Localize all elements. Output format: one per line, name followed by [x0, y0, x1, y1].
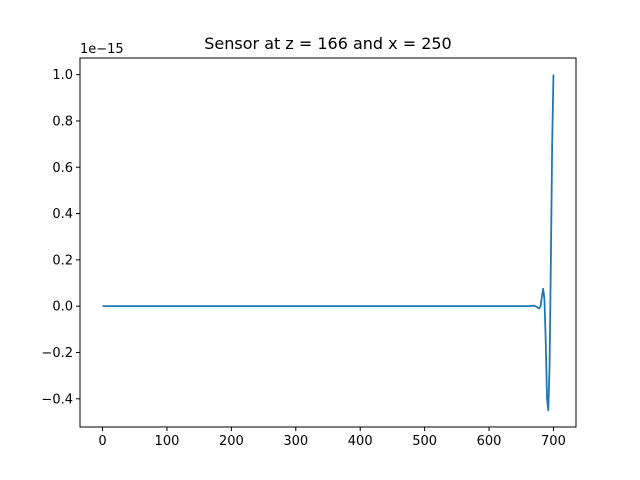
- y-tick-label: 0.2: [52, 253, 73, 268]
- plot-area: 0 100 200 300 400 500 600 700 −0.4 −0.2 0.0 0.2 0.4 0…: [41, 57, 577, 449]
- x-tick-label: 500: [412, 434, 437, 449]
- y-tick-label: 0.6: [52, 161, 73, 176]
- y-tick-label: 1.0: [52, 68, 73, 83]
- chart-title: Sensor at z = 166 and x = 250: [204, 34, 451, 53]
- x-tick-label: 100: [155, 434, 180, 449]
- x-tick-label: 400: [348, 434, 373, 449]
- y-tick-label: 0.8: [52, 114, 73, 129]
- x-tick-label: 600: [477, 434, 502, 449]
- x-tick-label: 200: [219, 434, 244, 449]
- y-tick-label: −0.4: [41, 392, 73, 407]
- x-tick-label: 700: [541, 434, 566, 449]
- y-tick-label: −0.2: [41, 346, 73, 361]
- axes-frame: [79, 57, 577, 428]
- series-line: [102, 74, 555, 412]
- y-tick-label: 0.0: [52, 300, 73, 315]
- x-tick-label: 0: [98, 434, 106, 449]
- x-tick-label: 300: [283, 434, 308, 449]
- y-offset-label: 1e−15: [80, 42, 124, 57]
- y-tick-label: 0.4: [52, 207, 73, 222]
